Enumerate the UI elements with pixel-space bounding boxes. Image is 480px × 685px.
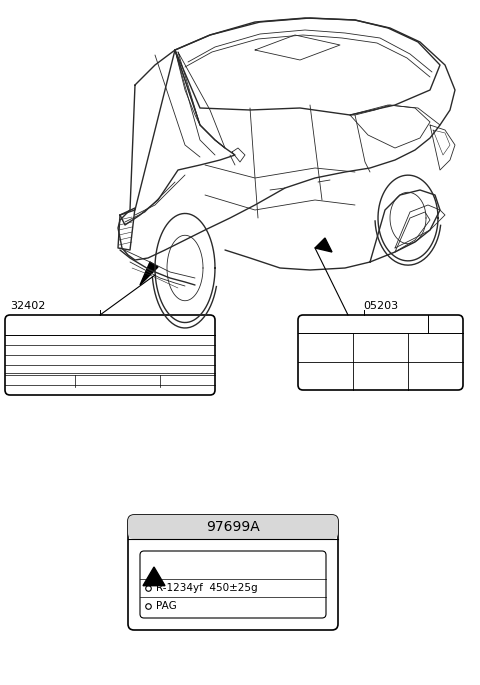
Polygon shape xyxy=(143,567,165,586)
Text: 05203: 05203 xyxy=(363,301,398,311)
Text: 32402: 32402 xyxy=(10,301,46,311)
Text: 97699A: 97699A xyxy=(206,520,260,534)
Polygon shape xyxy=(315,238,332,252)
Polygon shape xyxy=(140,262,158,285)
FancyBboxPatch shape xyxy=(128,515,338,539)
Text: PAG: PAG xyxy=(156,601,177,611)
Text: R-1234yf  450±25g: R-1234yf 450±25g xyxy=(156,583,258,593)
